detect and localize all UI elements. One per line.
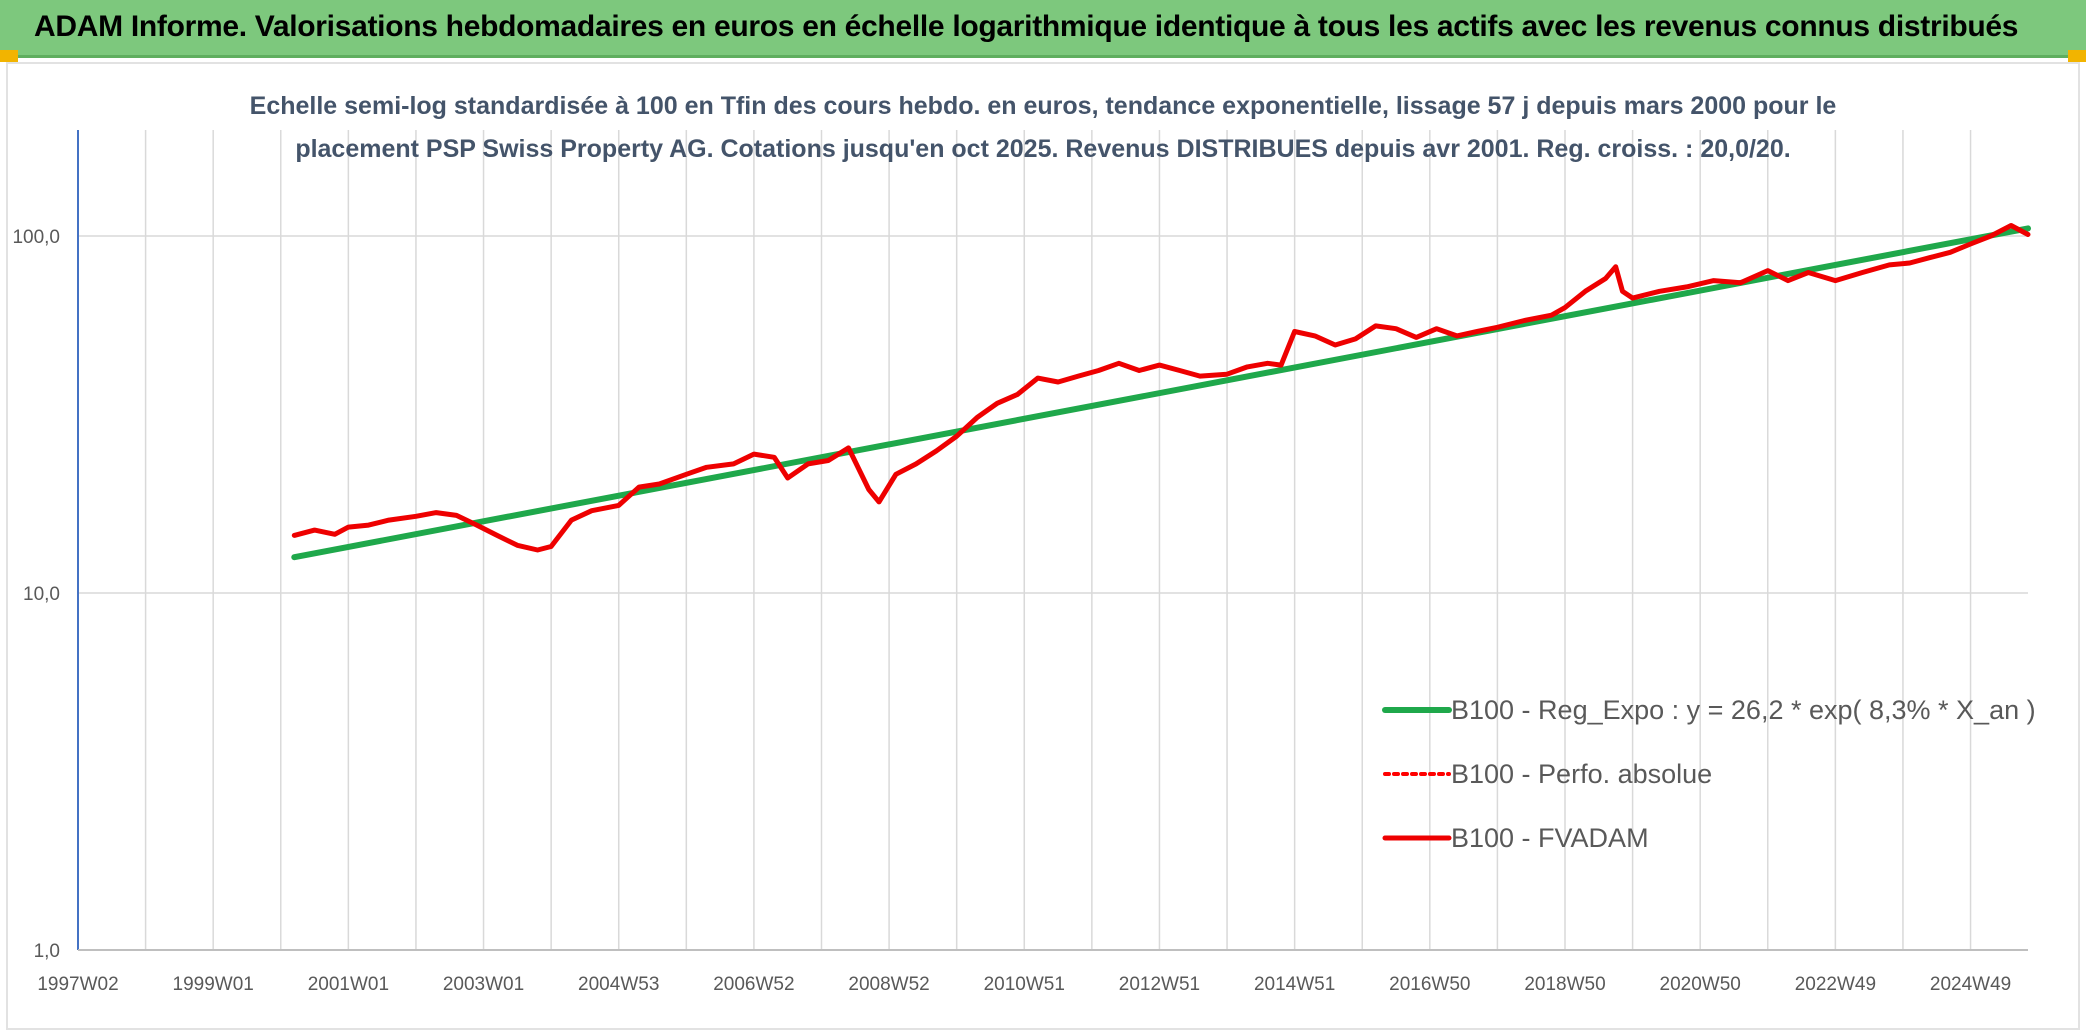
x-tick-label: 2020W50 bbox=[1660, 974, 1741, 995]
page-title: ADAM Informe. Valorisations hebdomadaire… bbox=[34, 10, 2019, 43]
chart-title-line: placement PSP Swiss Property AG. Cotatio… bbox=[295, 135, 1790, 163]
x-tick-label: 2003W01 bbox=[443, 974, 524, 995]
y-tick-label: 10,0 bbox=[23, 584, 60, 605]
legend: B100 - Reg_Expo : y = 26,2 * exp( 8,3% *… bbox=[1382, 695, 2036, 853]
x-tick-label: 2022W49 bbox=[1795, 974, 1876, 995]
corner-marker-top-left bbox=[0, 50, 18, 62]
corner-marker-top-right bbox=[2068, 50, 2086, 62]
chart-title-line: Echelle semi-log standardisée à 100 en T… bbox=[250, 92, 1837, 120]
x-tick-label: 2001W01 bbox=[308, 974, 389, 995]
legend-label: B100 - Perfo. absolue bbox=[1451, 759, 1712, 789]
legend-label: B100 - Reg_Expo : y = 26,2 * exp( 8,3% *… bbox=[1451, 695, 2036, 725]
x-tick-label: 2016W50 bbox=[1389, 974, 1470, 995]
x-tick-label: 2024W49 bbox=[1930, 974, 2011, 995]
header-bar: ADAM Informe. Valorisations hebdomadaire… bbox=[0, 0, 2086, 58]
y-tick-label: 100,0 bbox=[12, 227, 60, 248]
x-tick-label: 2008W52 bbox=[848, 974, 929, 995]
y-tick-label: 1,0 bbox=[34, 941, 60, 962]
x-tick-label: 2004W53 bbox=[578, 974, 659, 995]
x-tick-label: 2012W51 bbox=[1119, 974, 1200, 995]
x-tick-label: 2006W52 bbox=[713, 974, 794, 995]
legend-label: B100 - FVADAM bbox=[1451, 823, 1649, 853]
series-layer bbox=[291, 223, 2031, 561]
x-tick-label: 2014W51 bbox=[1254, 974, 1335, 995]
chart-title: Echelle semi-log standardisée à 100 en T… bbox=[250, 92, 1837, 163]
x-tick-label: 2010W51 bbox=[984, 974, 1065, 995]
x-tick-label: 1997W02 bbox=[37, 974, 118, 995]
series-line-fvadam bbox=[291, 223, 2031, 553]
axes: 1997W02 1999W01 2001W01 2003W01 2004W53 2006W… bbox=[12, 130, 2028, 995]
x-tick-label: 2018W50 bbox=[1524, 974, 1605, 995]
x-tick-label: 1999W01 bbox=[173, 974, 254, 995]
chart-frame bbox=[6, 62, 2080, 1030]
